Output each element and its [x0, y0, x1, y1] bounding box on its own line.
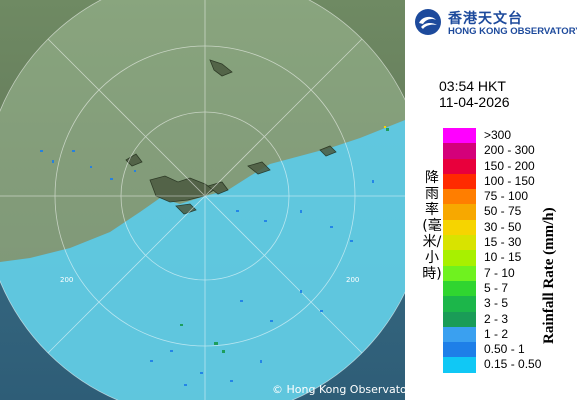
- legend-label: 3 - 5: [484, 296, 509, 311]
- legend-label: 75 - 100: [484, 189, 529, 204]
- legend-label: 200 - 300: [484, 143, 535, 158]
- legend-label: 0.15 - 0.50: [484, 357, 542, 372]
- legend-item: 30 - 50: [443, 219, 573, 236]
- observatory-emblem-icon: [415, 9, 441, 35]
- legend-item: 1 - 2: [443, 326, 573, 343]
- timestamp-time: 03:54 HKT: [439, 78, 506, 94]
- rainfall-legend: >300 200 - 300 150 - 200 100 - 150 75 - 100 5…: [443, 128, 573, 373]
- legend-swatch: [443, 219, 476, 236]
- legend-item: 0.15 - 0.50: [443, 357, 573, 373]
- legend-item: 150 - 200: [443, 158, 573, 174]
- legend-label: 10 - 15: [484, 250, 522, 265]
- legend-swatch: [443, 158, 476, 174]
- brand-name-zh: 香港天文台: [448, 11, 523, 27]
- legend-swatch: [443, 250, 476, 266]
- legend-label: 5 - 7: [484, 280, 509, 295]
- legend-label: 30 - 50: [484, 219, 522, 234]
- legend-swatch: [443, 326, 476, 343]
- legend-label: 2 - 3: [484, 311, 509, 326]
- legend-item: 100 - 150: [443, 173, 573, 190]
- radar-image: 200 200: [0, 0, 405, 400]
- range-label-west: 200: [60, 276, 73, 284]
- legend-item: 7 - 10: [443, 265, 573, 281]
- timestamp: 03:54 HKT 11-04-2026: [439, 78, 510, 110]
- legend-item: 10 - 15: [443, 250, 573, 266]
- legend-item: 50 - 75: [443, 204, 573, 220]
- legend-swatch: [443, 204, 476, 220]
- legend-label: 50 - 75: [484, 204, 522, 219]
- legend-label: 7 - 10: [484, 265, 515, 280]
- legend-label: >300: [484, 128, 512, 142]
- legend-swatch: [443, 280, 476, 297]
- legend-label: 150 - 200: [484, 158, 535, 173]
- legend-label: 1 - 2: [484, 326, 509, 341]
- legend-swatch: [443, 143, 476, 159]
- legend-item: 75 - 100: [443, 189, 573, 205]
- legend-swatch: [443, 128, 476, 144]
- radar-map: 200 200 © Hong Kong Observatory: [0, 0, 405, 400]
- legend-swatch: [443, 265, 476, 281]
- rain-echoes-moderate: [180, 128, 389, 353]
- legend-label: 0.50 - 1: [484, 342, 525, 357]
- rain-echoes-heavy: [384, 126, 386, 128]
- legend-swatch: [443, 342, 476, 358]
- legend-swatch: [443, 173, 476, 190]
- legend-swatch: [443, 235, 476, 251]
- legend-swatch: [443, 296, 476, 312]
- rain-echoes: [40, 150, 374, 386]
- range-rings: [0, 0, 405, 400]
- legend-swatch: [443, 189, 476, 205]
- observatory-logo: 香港天文台 HONG KONG OBSERVATORY: [412, 6, 577, 40]
- legend-item: 5 - 7: [443, 280, 573, 297]
- legend-title-zh: 降雨率(毫米/小時): [422, 170, 442, 282]
- legend-item: >300: [443, 128, 573, 144]
- legend-item: 15 - 30: [443, 235, 573, 251]
- legend-item: 2 - 3: [443, 311, 573, 327]
- legend-swatch: [443, 357, 476, 373]
- legend-title-en: Rainfall Rate (mm/h): [541, 207, 557, 344]
- legend-swatch: [443, 311, 476, 327]
- legend-item: 3 - 5: [443, 296, 573, 312]
- legend-item: 200 - 300: [443, 143, 573, 159]
- brand-name-en: HONG KONG OBSERVATORY: [448, 26, 577, 37]
- legend-item: 0.50 - 1: [443, 342, 573, 358]
- coastline: [125, 59, 337, 215]
- range-label-east: 200: [346, 276, 359, 284]
- legend-label: 15 - 30: [484, 235, 522, 250]
- legend-label: 100 - 150: [484, 173, 535, 188]
- copyright-notice: © Hong Kong Observatory: [272, 383, 405, 396]
- timestamp-date: 11-04-2026: [439, 94, 510, 110]
